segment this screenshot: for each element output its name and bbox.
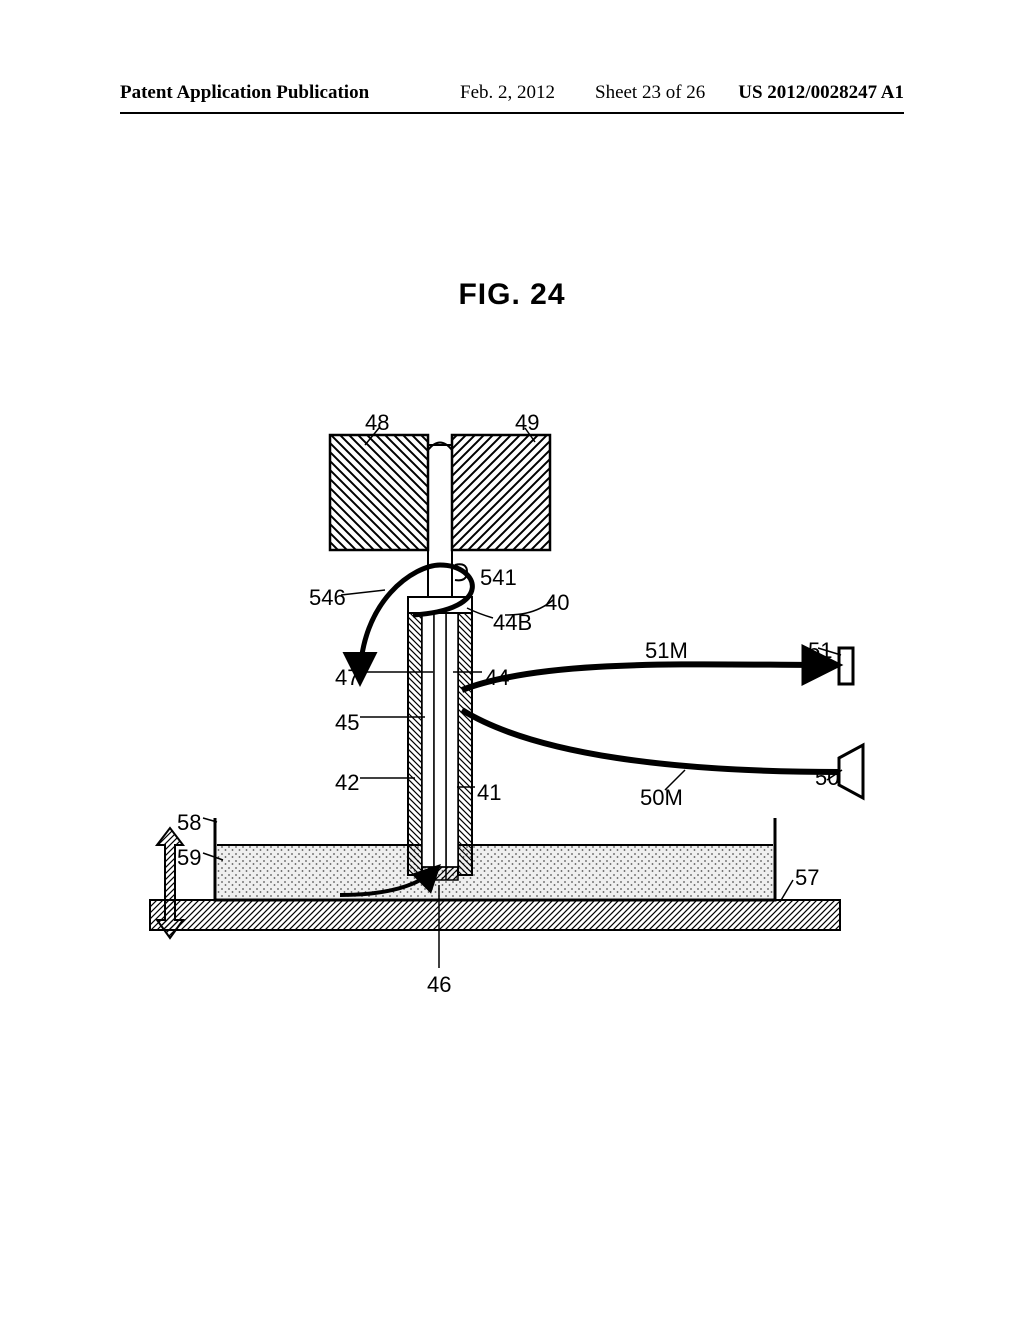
label-546: 546 [309,585,346,611]
plate-57 [150,900,840,930]
leader-546 [341,590,385,595]
label-57: 57 [795,865,819,891]
header-date: Feb. 2, 2012 [460,82,555,104]
beam-50m [462,710,839,772]
label-40: 40 [545,590,569,616]
label-50: 50 [815,765,839,791]
page: Patent Application Publication Feb. 2, 2… [0,0,1024,1320]
label-51: 51 [808,638,832,664]
label-59: 59 [177,845,201,871]
label-48: 48 [365,410,389,436]
label-42: 42 [335,770,359,796]
label-44: 44 [485,665,509,691]
label-45: 45 [335,710,359,736]
label-44b: 44B [493,610,532,636]
block-49 [452,435,550,550]
header-left: Patent Application Publication [120,82,369,104]
upper-tube [428,445,452,597]
leader-57 [780,880,793,902]
wall-right-41 [446,597,458,867]
label-50m: 50M [640,785,683,811]
label-46: 46 [427,972,451,998]
header-pubno: US 2012/0028247 A1 [738,82,904,104]
detector-51 [839,648,853,684]
beam-51m [462,664,835,690]
source-50 [839,745,863,798]
tube-right-42 [458,597,472,875]
block-48 [330,435,428,550]
label-541: 541 [480,565,517,591]
page-header: Patent Application Publication Feb. 2, 2… [120,82,904,114]
label-58: 58 [177,810,201,836]
header-sheet: Sheet 23 of 26 [595,82,705,104]
tube-left-42 [408,597,422,875]
figure-title: FIG. 24 [0,278,1024,312]
label-51m: 51M [645,638,688,664]
label-47: 47 [335,665,359,691]
label-41: 41 [477,780,501,806]
figure-diagram: 48 49 546 541 40 44B 47 44 51M 51 45 42 … [115,390,915,1010]
label-49: 49 [515,410,539,436]
liquid-59 [217,845,773,898]
figure-svg [115,390,915,1010]
wall-left-45 [422,597,434,867]
